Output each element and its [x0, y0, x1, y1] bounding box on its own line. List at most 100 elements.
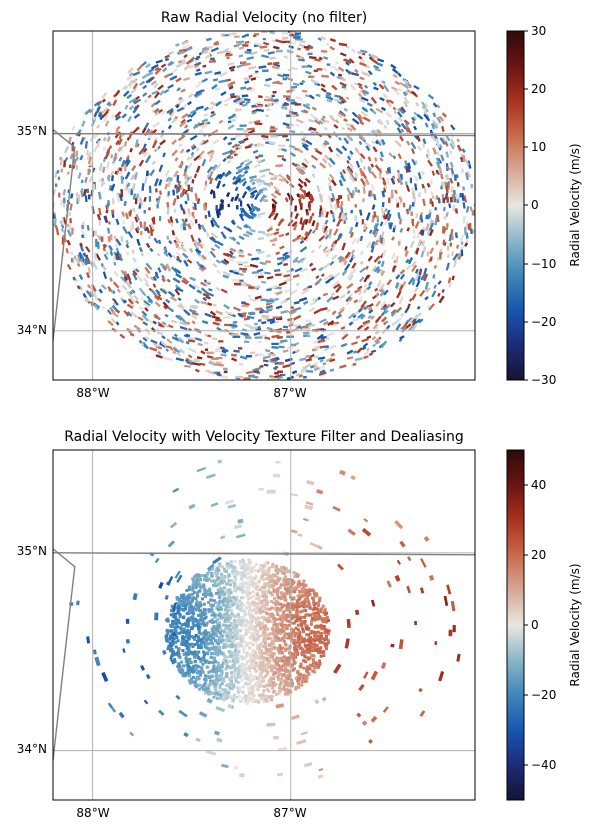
- velocity-gate: [249, 263, 259, 268]
- velocity-gate: [123, 309, 130, 317]
- velocity-gate: [299, 240, 305, 245]
- velocity-gate: [218, 171, 226, 180]
- velocity-gate: [270, 212, 276, 217]
- velocity-gate: [147, 94, 152, 99]
- velocity-gate: [59, 157, 64, 166]
- velocity-gate: [87, 156, 92, 165]
- velocity-gate: [398, 338, 403, 343]
- velocity-gate: [179, 321, 188, 326]
- velocity-gate: [397, 153, 402, 160]
- velocity-gate: [246, 86, 252, 91]
- velocity-gate: [431, 201, 434, 207]
- velocity-gate: [140, 296, 146, 303]
- velocity-gate: [300, 256, 307, 264]
- velocity-gate: [435, 157, 441, 165]
- velocity-gate: [328, 228, 333, 235]
- velocity-gate: [177, 336, 184, 342]
- velocity-gate: [216, 326, 222, 332]
- velocity-gate: [99, 163, 103, 171]
- velocity-gate: [354, 357, 363, 361]
- velocity-gate: [371, 217, 375, 223]
- velocity-gate: [323, 56, 329, 60]
- velocity-gate: [293, 223, 298, 231]
- velocity-gate: [246, 203, 253, 211]
- velocity-gate: [229, 84, 234, 88]
- velocity-gate: [201, 287, 208, 294]
- velocity-gate: [123, 90, 130, 97]
- velocity-gate: [294, 267, 303, 273]
- velocity-gate: [324, 234, 330, 240]
- velocity-gate: [223, 304, 230, 310]
- velocity-gate: [179, 186, 184, 191]
- velocity-gate: [219, 203, 223, 211]
- velocity-gate: [132, 270, 138, 276]
- velocity-gate: [372, 226, 378, 235]
- velocity-gate: [289, 130, 296, 134]
- velocity-gate: [103, 114, 109, 122]
- velocity-gate: [259, 168, 268, 173]
- velocity-gate: [176, 195, 180, 200]
- velocity-gate: [175, 251, 183, 259]
- velocity-gate: [374, 290, 380, 296]
- velocity-gate: [183, 309, 191, 316]
- velocity-gate: [228, 65, 236, 70]
- velocity-gate: [427, 94, 434, 100]
- velocity-gate: [423, 113, 431, 122]
- velocity-gate: [177, 180, 182, 186]
- velocity-gate: [445, 223, 449, 230]
- velocity-gate: [298, 198, 303, 208]
- velocity-gate: [113, 152, 118, 161]
- velocity-gate: [408, 204, 412, 211]
- velocity-gate: [272, 80, 280, 85]
- velocity-gate: [179, 121, 187, 128]
- velocity-gate: [419, 229, 424, 235]
- velocity-gate: [135, 104, 140, 109]
- velocity-gate: [222, 274, 229, 279]
- velocity-gate: [414, 318, 422, 324]
- velocity-gate: [206, 173, 211, 178]
- velocity-gate: [112, 290, 116, 294]
- velocity-gate: [175, 218, 179, 224]
- velocity-gate: [305, 358, 312, 362]
- velocity-gate: [222, 271, 231, 277]
- velocity-gate: [229, 92, 235, 97]
- velocity-gate: [96, 140, 101, 148]
- velocity-gate: [370, 183, 376, 191]
- velocity-gate: [115, 218, 120, 225]
- velocity-gate: [315, 222, 320, 231]
- velocity-gate: [282, 251, 289, 257]
- velocity-gate: [317, 356, 326, 360]
- velocity-gate: [422, 138, 427, 145]
- velocity-gate: [327, 320, 335, 326]
- velocity-gate: [110, 113, 116, 119]
- velocity-gate: [408, 298, 413, 302]
- velocity-gate: [172, 68, 178, 74]
- velocity-gate: [245, 100, 251, 105]
- velocity-gate: [136, 143, 140, 148]
- velocity-gate: [378, 172, 382, 179]
- velocity-gate: [372, 55, 379, 59]
- velocity-gate: [393, 259, 397, 264]
- velocity-gate: [189, 154, 195, 160]
- velocity-gate: [394, 189, 398, 195]
- velocity-gate: [466, 171, 472, 178]
- velocity-gate: [115, 139, 120, 146]
- velocity-gate: [171, 319, 177, 324]
- velocity-gate: [455, 174, 459, 179]
- velocity-gate: [360, 300, 367, 309]
- velocity-gate: [238, 254, 245, 258]
- velocity-gate: [154, 295, 160, 301]
- velocity-gate: [407, 303, 411, 308]
- velocity-gate: [183, 171, 187, 177]
- velocity-gate: [203, 106, 209, 112]
- velocity-gate: [381, 139, 386, 145]
- velocity-gate: [380, 231, 385, 239]
- velocity-gate: [166, 107, 174, 114]
- velocity-gate: [113, 270, 119, 278]
- velocity-gate: [125, 159, 131, 167]
- velocity-gate: [381, 106, 386, 111]
- velocity-gate: [295, 167, 303, 175]
- velocity-gate: [464, 172, 469, 181]
- velocity-gate: [348, 58, 355, 64]
- velocity-gate: [166, 278, 171, 283]
